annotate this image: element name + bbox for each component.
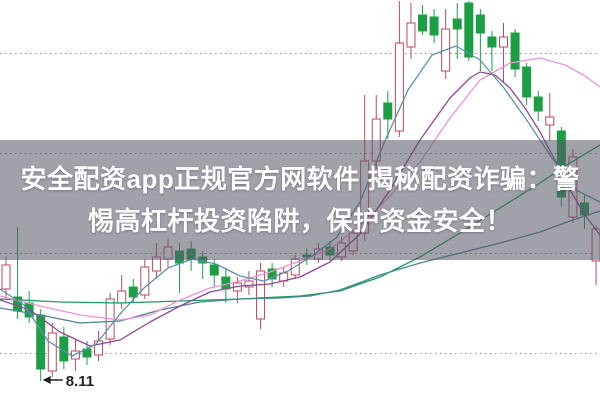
candle-body-up: [117, 290, 127, 304]
candle-body-down: [418, 14, 428, 32]
candle-body-down: [452, 18, 462, 30]
ma-blue-line: [0, 45, 600, 357]
candle-body-down: [383, 102, 393, 120]
low-price-label: 8.11: [66, 373, 94, 390]
candle-body-down: [128, 286, 138, 298]
headline-overlay: 安全配资app正规官方网软件 揭秘配资诈骗：警 惕高杠杆投资陷阱，保护资金安全！: [0, 140, 600, 260]
candle-body-up: [140, 266, 150, 296]
candle-body-up: [545, 116, 555, 126]
candle-body-down: [487, 36, 497, 48]
candle-body-up: [406, 22, 416, 48]
candle-body-up: [1, 264, 11, 290]
candle-body-up: [499, 36, 509, 48]
candle-body-up: [47, 332, 57, 372]
candle-body-down: [475, 14, 485, 34]
headline-text-line1: 安全配资app正规官方网软件 揭秘配资诈骗：警: [20, 164, 580, 194]
candle-body-down: [510, 32, 520, 70]
candle-body-down: [464, 2, 474, 58]
candle-body-down: [533, 96, 543, 112]
low-arrow-head: [42, 376, 51, 384]
headline-text-line2: 惕高杠杆投资陷阱，保护资金安全！: [87, 206, 512, 236]
candle-body-down: [522, 66, 532, 98]
candle-body-down: [267, 268, 277, 280]
candle-body-up: [244, 280, 254, 288]
candle-body-down: [209, 264, 219, 276]
candle-body-up: [394, 42, 404, 132]
candle-body-down: [36, 314, 46, 370]
candle-body-up: [256, 270, 266, 320]
candle-body-down: [429, 16, 439, 36]
